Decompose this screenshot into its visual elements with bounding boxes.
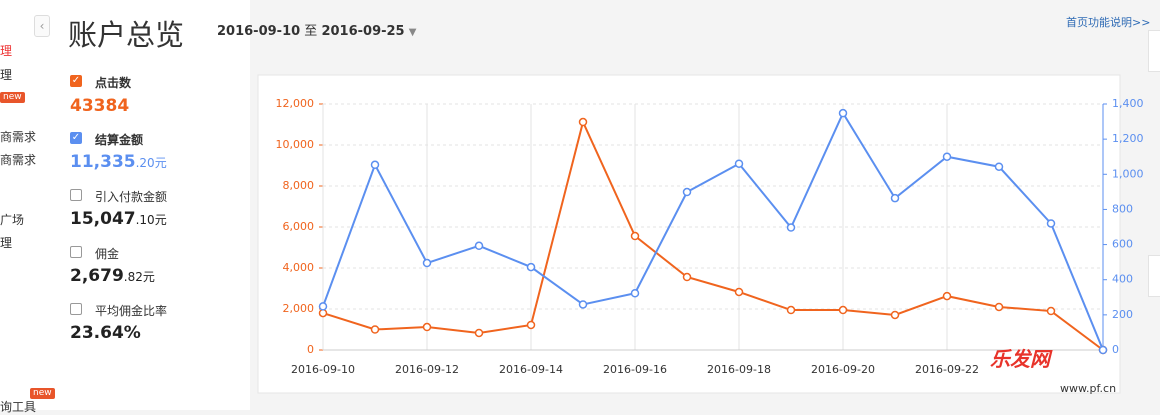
x-tick-label: 2016-09-22 <box>915 363 979 376</box>
data-point <box>682 187 692 197</box>
page-title: 账户总览 <box>68 18 185 52</box>
data-point <box>734 159 744 168</box>
data-point <box>1098 345 1108 355</box>
metric-label: 佣金 <box>95 247 120 261</box>
y2-tick-label: 1,000 <box>1112 167 1144 180</box>
value-main: 15,047 <box>70 209 136 229</box>
value-decimal: .82元 <box>123 270 155 284</box>
data-point <box>370 325 380 334</box>
date-range[interactable]: 2016-09-10 至 2016-09-25 ▼ <box>217 20 416 39</box>
series-line <box>322 111 1104 351</box>
y2-tick-label: 1,200 <box>1112 132 1144 145</box>
nav-item[interactable]: 理 <box>0 236 13 250</box>
metric-value: 23.64% <box>70 323 141 343</box>
x-tick-label: 2016-09-12 <box>395 363 459 376</box>
y2-tick-label: 800 <box>1112 202 1133 215</box>
checkbox[interactable]: ✓ <box>70 132 82 144</box>
metric-value: 43384 <box>70 96 130 116</box>
watermark-brand: 乐发网 <box>990 347 1050 371</box>
chart-panel <box>257 74 1121 394</box>
date-start: 2016-09-10 <box>217 24 301 39</box>
help-link[interactable]: 首页功能说明>> <box>1066 16 1151 29</box>
data-point <box>422 322 432 332</box>
data-point <box>1046 219 1056 228</box>
y-tick-label: 8,000 <box>283 179 315 192</box>
y-tick-label: 2,000 <box>283 302 315 315</box>
y-tick-label: 12,000 <box>276 97 315 110</box>
data-point <box>526 262 536 272</box>
data-point <box>786 305 796 315</box>
data-point <box>942 291 952 301</box>
data-point <box>318 302 328 311</box>
y2-tick-label: 1,400 <box>1112 97 1144 110</box>
data-point <box>682 272 692 282</box>
nav-item[interactable]: 商需求 <box>0 130 37 144</box>
metric-label: 结算金额 <box>95 133 144 147</box>
data-point <box>1046 306 1056 316</box>
date-end: 2016-09-25 <box>321 24 405 39</box>
y-tick-label: 6,000 <box>283 220 315 233</box>
data-point <box>734 287 744 297</box>
left-panel <box>0 0 250 410</box>
y-tick-label: 4,000 <box>283 261 315 274</box>
data-point <box>370 160 380 170</box>
data-point <box>422 258 432 268</box>
metric-label: 引入付款金额 <box>95 190 168 204</box>
data-point <box>630 288 640 298</box>
data-point <box>786 223 796 232</box>
nav-item[interactable]: 理 <box>0 68 13 82</box>
checkbox[interactable] <box>70 189 82 201</box>
value-main: 2,679 <box>70 266 124 286</box>
y-tick-label: 10,000 <box>276 138 315 151</box>
nav-item[interactable]: 商需求 <box>0 153 37 167</box>
x-tick-label: 2016-09-10 <box>291 363 355 376</box>
value-decimal: .10元 <box>135 213 167 227</box>
new-badge: new <box>0 92 25 103</box>
x-tick-label: 2016-09-18 <box>707 363 771 376</box>
data-point <box>526 320 536 330</box>
data-point <box>994 302 1004 312</box>
data-point <box>890 193 900 203</box>
metric-label: 平均佣金比率 <box>95 304 168 318</box>
x-tick-label: 2016-09-16 <box>603 363 667 376</box>
data-point <box>630 231 640 241</box>
metric-value: 15,047.10元 <box>70 209 167 229</box>
x-tick-label: 2016-09-20 <box>811 363 875 376</box>
date-sep: 至 <box>304 24 318 39</box>
data-point <box>942 152 952 161</box>
new-badge: new <box>30 388 55 399</box>
y-tick-label: 0 <box>307 343 314 356</box>
data-point <box>578 117 588 127</box>
data-point <box>578 300 588 309</box>
y2-tick-label: 400 <box>1112 273 1133 286</box>
y2-tick-label: 0 <box>1112 343 1119 356</box>
y2-tick-label: 200 <box>1112 308 1133 321</box>
data-point <box>838 305 848 315</box>
data-point <box>890 310 900 320</box>
side-tool[interactable] <box>1148 255 1160 297</box>
series-line <box>322 119 1104 351</box>
data-point <box>994 162 1004 171</box>
watermark-url: www.pf.cn <box>1060 382 1117 395</box>
value-main: 11,335 <box>70 152 136 172</box>
x-tick-label: 2016-09-14 <box>499 363 563 376</box>
side-tool[interactable] <box>1148 30 1160 72</box>
data-point <box>474 328 484 338</box>
nav-item[interactable]: 广场 <box>0 213 25 227</box>
checkbox[interactable]: ✓ <box>70 75 82 87</box>
y2-tick-label: 600 <box>1112 238 1133 251</box>
metric-label: 点击数 <box>95 76 132 90</box>
metric-value: 11,335.20元 <box>70 152 167 172</box>
nav-item[interactable]: 理 <box>0 44 13 58</box>
value-decimal: .20元 <box>135 156 167 170</box>
data-point <box>838 108 848 118</box>
checkbox[interactable] <box>70 246 82 258</box>
data-point <box>474 241 484 251</box>
collapse-button[interactable]: ‹ <box>34 15 50 37</box>
metric-value: 2,679.82元 <box>70 266 155 286</box>
checkbox[interactable] <box>70 303 82 315</box>
dropdown-arrow: ▼ <box>408 27 417 38</box>
